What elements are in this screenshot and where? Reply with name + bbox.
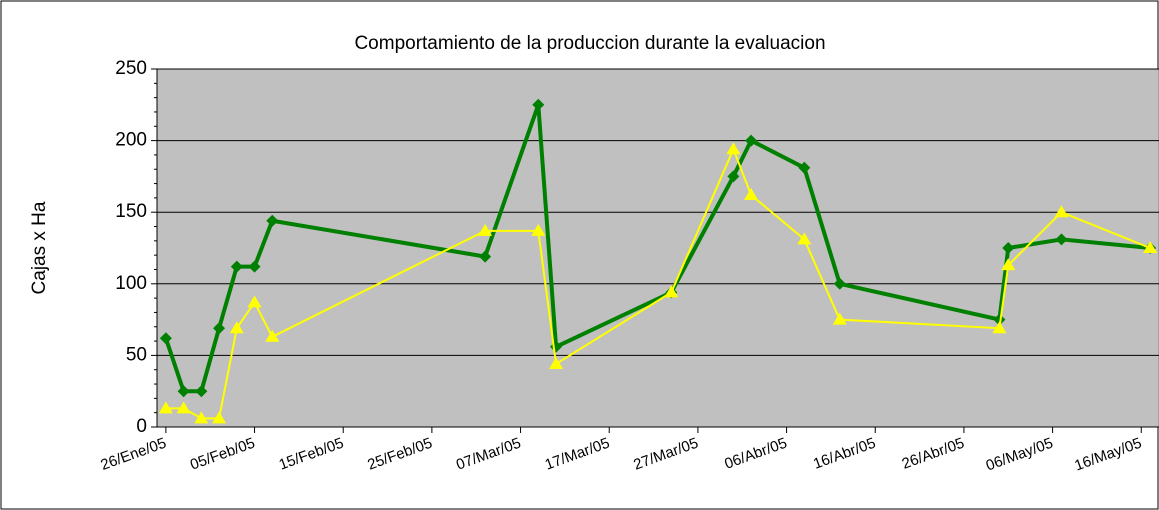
data-point xyxy=(745,134,758,147)
data-point xyxy=(479,250,492,263)
y-tick-label: 150 xyxy=(115,201,147,222)
y-tick-label: 250 xyxy=(115,58,147,79)
data-point xyxy=(213,322,226,335)
data-point xyxy=(1002,242,1015,254)
data-point xyxy=(833,277,846,290)
data-point xyxy=(664,285,679,298)
data-point xyxy=(212,411,227,424)
data-point xyxy=(177,385,190,398)
data-point xyxy=(727,170,740,183)
data-point xyxy=(531,223,546,236)
data-point xyxy=(247,295,262,308)
data-point xyxy=(798,161,811,174)
data-point xyxy=(532,98,545,111)
data-point xyxy=(176,401,191,414)
data-point xyxy=(1054,205,1069,218)
y-axis-label: Cajas x Ha xyxy=(29,201,50,294)
plot-area xyxy=(156,68,1159,428)
chart-title: Comportamiento de la produccion durante … xyxy=(354,33,825,54)
data-point xyxy=(229,321,244,334)
data-point xyxy=(194,411,209,424)
data-point xyxy=(726,142,741,155)
y-tick-label: 0 xyxy=(136,416,147,437)
data-point xyxy=(478,223,493,236)
data-point xyxy=(832,312,847,325)
data-point xyxy=(266,214,279,227)
data-point xyxy=(158,401,173,414)
data-point xyxy=(195,385,208,398)
data-point xyxy=(549,356,564,369)
y-tick-label: 200 xyxy=(115,130,147,151)
data-point xyxy=(992,321,1007,334)
data-point xyxy=(744,188,759,201)
data-point xyxy=(248,260,261,273)
data-point xyxy=(1143,241,1158,253)
data-point xyxy=(159,332,172,345)
data-point xyxy=(797,232,812,245)
data-point xyxy=(265,329,280,342)
y-tick-label: 100 xyxy=(115,273,147,294)
data-point xyxy=(230,260,243,273)
y-tick-label: 50 xyxy=(126,344,147,365)
data-point xyxy=(993,313,1006,326)
data-point xyxy=(1001,258,1016,271)
data-point xyxy=(1055,233,1068,246)
